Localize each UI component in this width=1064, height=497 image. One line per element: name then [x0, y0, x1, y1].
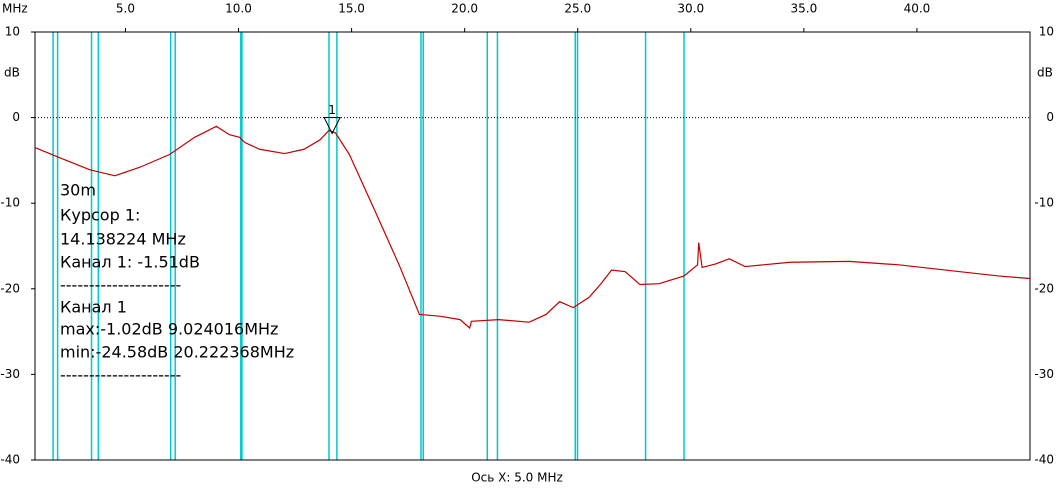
x-tick-label: 30.0	[677, 2, 704, 16]
x-unit-label: MHz	[2, 2, 28, 16]
cursor-label: 1	[328, 103, 336, 117]
y-tick-label: -20	[0, 281, 20, 295]
annotation: 14.138224 MHz	[60, 230, 186, 249]
annotation: Курсор 1:	[60, 206, 140, 225]
y-tick-label: -10	[0, 196, 20, 210]
x-tick-label: 5.0	[116, 2, 135, 16]
annotation: min:-24.58dB 20.222368MHz	[60, 343, 294, 362]
y-tick-label-right: -10	[1034, 196, 1054, 210]
x-axis-label: Ось X: 5.0 MHz	[471, 471, 563, 485]
annotation: ---------------------	[60, 276, 181, 295]
y-tick-label-right: -20	[1034, 281, 1054, 295]
y-tick-label-right: 10	[1039, 25, 1054, 39]
annotation: 30m	[60, 181, 96, 200]
annotation: Канал 1	[60, 298, 127, 317]
annotation: Канал 1: -1.51dB	[60, 253, 200, 272]
x-tick-label: 10.0	[225, 2, 252, 16]
y-tick-label-right: 0	[1046, 110, 1054, 124]
x-tick-label: 35.0	[791, 2, 818, 16]
y-tick-label: -40	[0, 453, 20, 467]
x-tick-label: 40.0	[904, 2, 931, 16]
y-tick-label: -30	[0, 367, 20, 381]
x-tick-label: 15.0	[338, 2, 365, 16]
cursor-marker	[323, 117, 341, 135]
y-tick-label-right: -40	[1034, 453, 1054, 467]
annotation: ---------------------	[60, 366, 181, 385]
x-tick-label: 20.0	[451, 2, 478, 16]
y-unit-label-right: dB	[1037, 66, 1053, 80]
response-line	[34, 125, 1031, 330]
y-unit-label: dB	[4, 66, 20, 80]
x-tick-label: 25.0	[564, 2, 591, 16]
plot-frame	[34, 31, 1031, 461]
annotation: max:-1.02dB 9.024016MHz	[60, 320, 278, 339]
y-tick-label: 0	[12, 110, 20, 124]
y-tick-label-right: -30	[1034, 367, 1054, 381]
y-tick-label: 10	[5, 25, 20, 39]
